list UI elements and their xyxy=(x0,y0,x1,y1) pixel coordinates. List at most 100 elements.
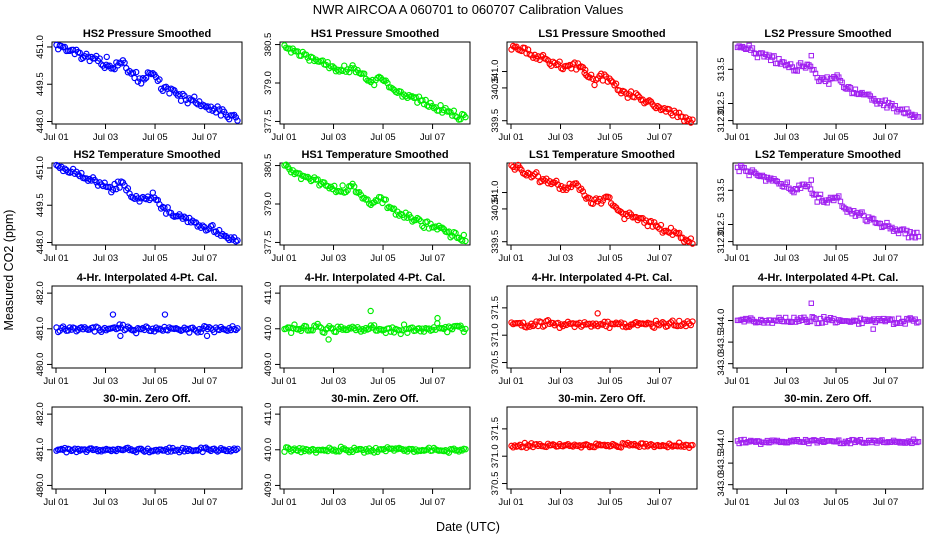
data-point xyxy=(751,318,757,325)
data-point xyxy=(829,438,835,444)
y-tick-label: 409.0 xyxy=(263,353,274,377)
x-tick-label: Jul 07 xyxy=(647,497,672,508)
x-tick-label: Jul 05 xyxy=(142,132,167,143)
data-point xyxy=(743,46,749,53)
data-point xyxy=(870,326,876,332)
data-point xyxy=(751,50,757,56)
panel-title: LS1 Temperature Smoothed xyxy=(529,149,675,161)
x-tick-label: Jul 01 xyxy=(724,376,749,387)
data-point xyxy=(763,439,769,445)
data-point xyxy=(892,226,898,232)
data-point xyxy=(447,109,454,116)
plot-frame xyxy=(51,285,243,369)
data-point xyxy=(854,438,860,444)
data-point xyxy=(351,183,358,190)
data-point xyxy=(566,61,573,69)
data-point xyxy=(751,438,757,444)
data-point xyxy=(458,237,466,244)
data-point xyxy=(763,178,769,184)
data-point xyxy=(422,96,429,104)
data-point xyxy=(912,438,918,445)
data-point xyxy=(209,222,216,229)
data-point xyxy=(786,64,792,71)
x-tick-label: Jul 01 xyxy=(271,497,296,508)
x-tick-label: Jul 07 xyxy=(420,497,445,508)
x-tick-label: Jul 07 xyxy=(420,376,445,387)
panel-0-1: HS1 Pressure Smoothed 377.5 379.0 380.5 Jul … xyxy=(263,28,471,143)
plot-frame xyxy=(506,162,698,246)
data-point xyxy=(791,68,797,74)
y-tick-label: 448.0 xyxy=(35,110,46,134)
x-tick-label: Jul 01 xyxy=(498,132,523,143)
y-tick-label: 380.5 xyxy=(263,154,274,178)
panels-grid: HS2 Pressure Smoothed 448.0 449.5 451.0 Jul … xyxy=(35,28,924,508)
data-point xyxy=(774,318,781,324)
data-point xyxy=(915,319,922,325)
data-point xyxy=(395,327,403,334)
data-point xyxy=(397,330,404,338)
y-tick-label: 313.5 xyxy=(716,57,727,81)
data-point xyxy=(591,81,598,89)
x-tick-label: Jul 01 xyxy=(43,376,68,387)
x-tick-label: Jul 03 xyxy=(93,497,118,508)
panel-title: HS2 Pressure Smoothed xyxy=(83,28,211,40)
data-point xyxy=(74,171,82,178)
panel-title: LS1 Pressure Smoothed xyxy=(538,28,665,40)
x-tick-label: Jul 05 xyxy=(597,376,622,387)
data-point xyxy=(571,59,578,66)
data-point xyxy=(819,75,825,81)
panel-title: 4-Hr. Interpolated 4-Pt. Cal. xyxy=(532,272,673,284)
data-point xyxy=(734,44,741,51)
data-point xyxy=(791,189,797,196)
x-tick-label: Jul 03 xyxy=(93,132,118,143)
data-point xyxy=(632,90,640,97)
plot-frame xyxy=(732,41,924,125)
data-point xyxy=(609,79,616,86)
data-point xyxy=(768,317,774,323)
panel-2-0: 4-Hr. Interpolated 4-Pt. Cal. 480.0 481.0 4… xyxy=(35,272,243,387)
x-tick-label: Jul 07 xyxy=(873,497,898,508)
data-point xyxy=(594,310,601,317)
data-point xyxy=(884,439,890,446)
x-tick-label: Jul 05 xyxy=(370,376,395,387)
x-tick-label: Jul 03 xyxy=(774,253,799,264)
data-point xyxy=(667,224,675,232)
panel-1-1: HS1 Temperature Smoothed 377.5 379.0 380.5 J… xyxy=(263,149,471,264)
data-point xyxy=(556,324,563,332)
data-point xyxy=(327,446,335,453)
panel-title: 30-min. Zero Off. xyxy=(103,393,190,405)
data-point xyxy=(904,106,910,112)
data-point xyxy=(854,318,860,324)
data-point xyxy=(857,90,864,97)
data-point xyxy=(197,328,205,336)
data-point xyxy=(846,438,852,444)
y-axis-label: Measured CO2 (ppm) xyxy=(2,210,16,331)
data-point xyxy=(685,238,693,246)
data-point xyxy=(837,77,844,84)
y-tick-label: 480.0 xyxy=(35,353,46,377)
data-point xyxy=(578,323,585,330)
data-point xyxy=(553,177,560,185)
data-point xyxy=(689,116,696,123)
data-point xyxy=(217,444,225,452)
data-point xyxy=(787,437,794,444)
data-point xyxy=(809,190,815,197)
data-point xyxy=(460,231,468,239)
y-tick-label: 380.5 xyxy=(263,33,274,57)
data-point xyxy=(141,76,148,83)
data-point xyxy=(191,93,198,100)
data-point xyxy=(631,440,638,448)
y-tick-label: 343.0 xyxy=(716,473,727,497)
data-point xyxy=(832,75,839,82)
data-point xyxy=(756,438,762,445)
y-tick-label: 379.0 xyxy=(263,192,274,216)
data-point xyxy=(756,50,762,57)
x-tick-label: Jul 03 xyxy=(321,132,346,143)
data-point xyxy=(907,229,913,235)
data-point xyxy=(862,217,869,223)
x-tick-label: Jul 03 xyxy=(548,497,573,508)
data-point xyxy=(846,318,852,325)
data-point xyxy=(192,99,200,107)
